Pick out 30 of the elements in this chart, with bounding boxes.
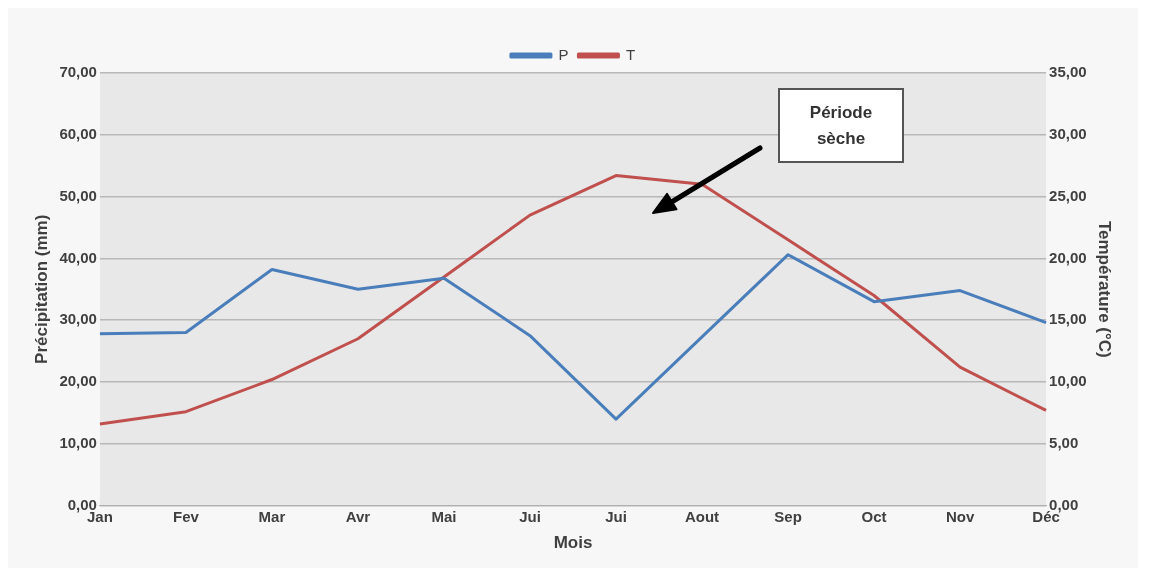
y-tick-label: 50,00 bbox=[59, 186, 97, 204]
y-tick-label: 10,00 bbox=[59, 433, 97, 451]
x-tick-label: Jui bbox=[605, 507, 627, 525]
y2-tick-label: 5,00 bbox=[1049, 433, 1079, 451]
y2-tick-label: 25,00 bbox=[1049, 186, 1087, 204]
x-tick-label: Avr bbox=[345, 507, 371, 525]
y2-axis-title: Température (°C) bbox=[1095, 220, 1115, 358]
x-tick-label: Fev bbox=[173, 507, 200, 525]
x-tick-label: Jui bbox=[519, 507, 541, 525]
y-tick-label: 40,00 bbox=[59, 248, 97, 266]
y-tick-label: 30,00 bbox=[59, 310, 97, 328]
y2-tick-label: 30,00 bbox=[1049, 124, 1087, 142]
x-tick-label: Nov bbox=[945, 507, 975, 525]
x-tick-label: Mar bbox=[258, 507, 286, 525]
legend-label: T bbox=[625, 45, 636, 63]
x-tick-label: Sep bbox=[774, 507, 802, 525]
y2-tick-label: 15,00 bbox=[1049, 310, 1087, 328]
y-tick-label: 60,00 bbox=[59, 124, 97, 142]
y-tick-label: 20,00 bbox=[59, 372, 97, 390]
note-box: Période sèche bbox=[778, 88, 904, 163]
y-tick-label: 70,00 bbox=[59, 63, 97, 81]
y2-tick-label: 35,00 bbox=[1049, 63, 1087, 81]
x-tick-label: Oct bbox=[861, 507, 887, 525]
y-axis-title: Précipitation (mm) bbox=[31, 214, 51, 364]
legend-label: P bbox=[558, 45, 569, 63]
x-axis-title: Mois bbox=[553, 533, 593, 553]
y2-tick-label: 20,00 bbox=[1049, 248, 1087, 266]
y2-tick-label: 10,00 bbox=[1049, 372, 1087, 390]
x-tick-label: Aout bbox=[684, 507, 720, 525]
x-tick-label: Mai bbox=[431, 507, 457, 525]
